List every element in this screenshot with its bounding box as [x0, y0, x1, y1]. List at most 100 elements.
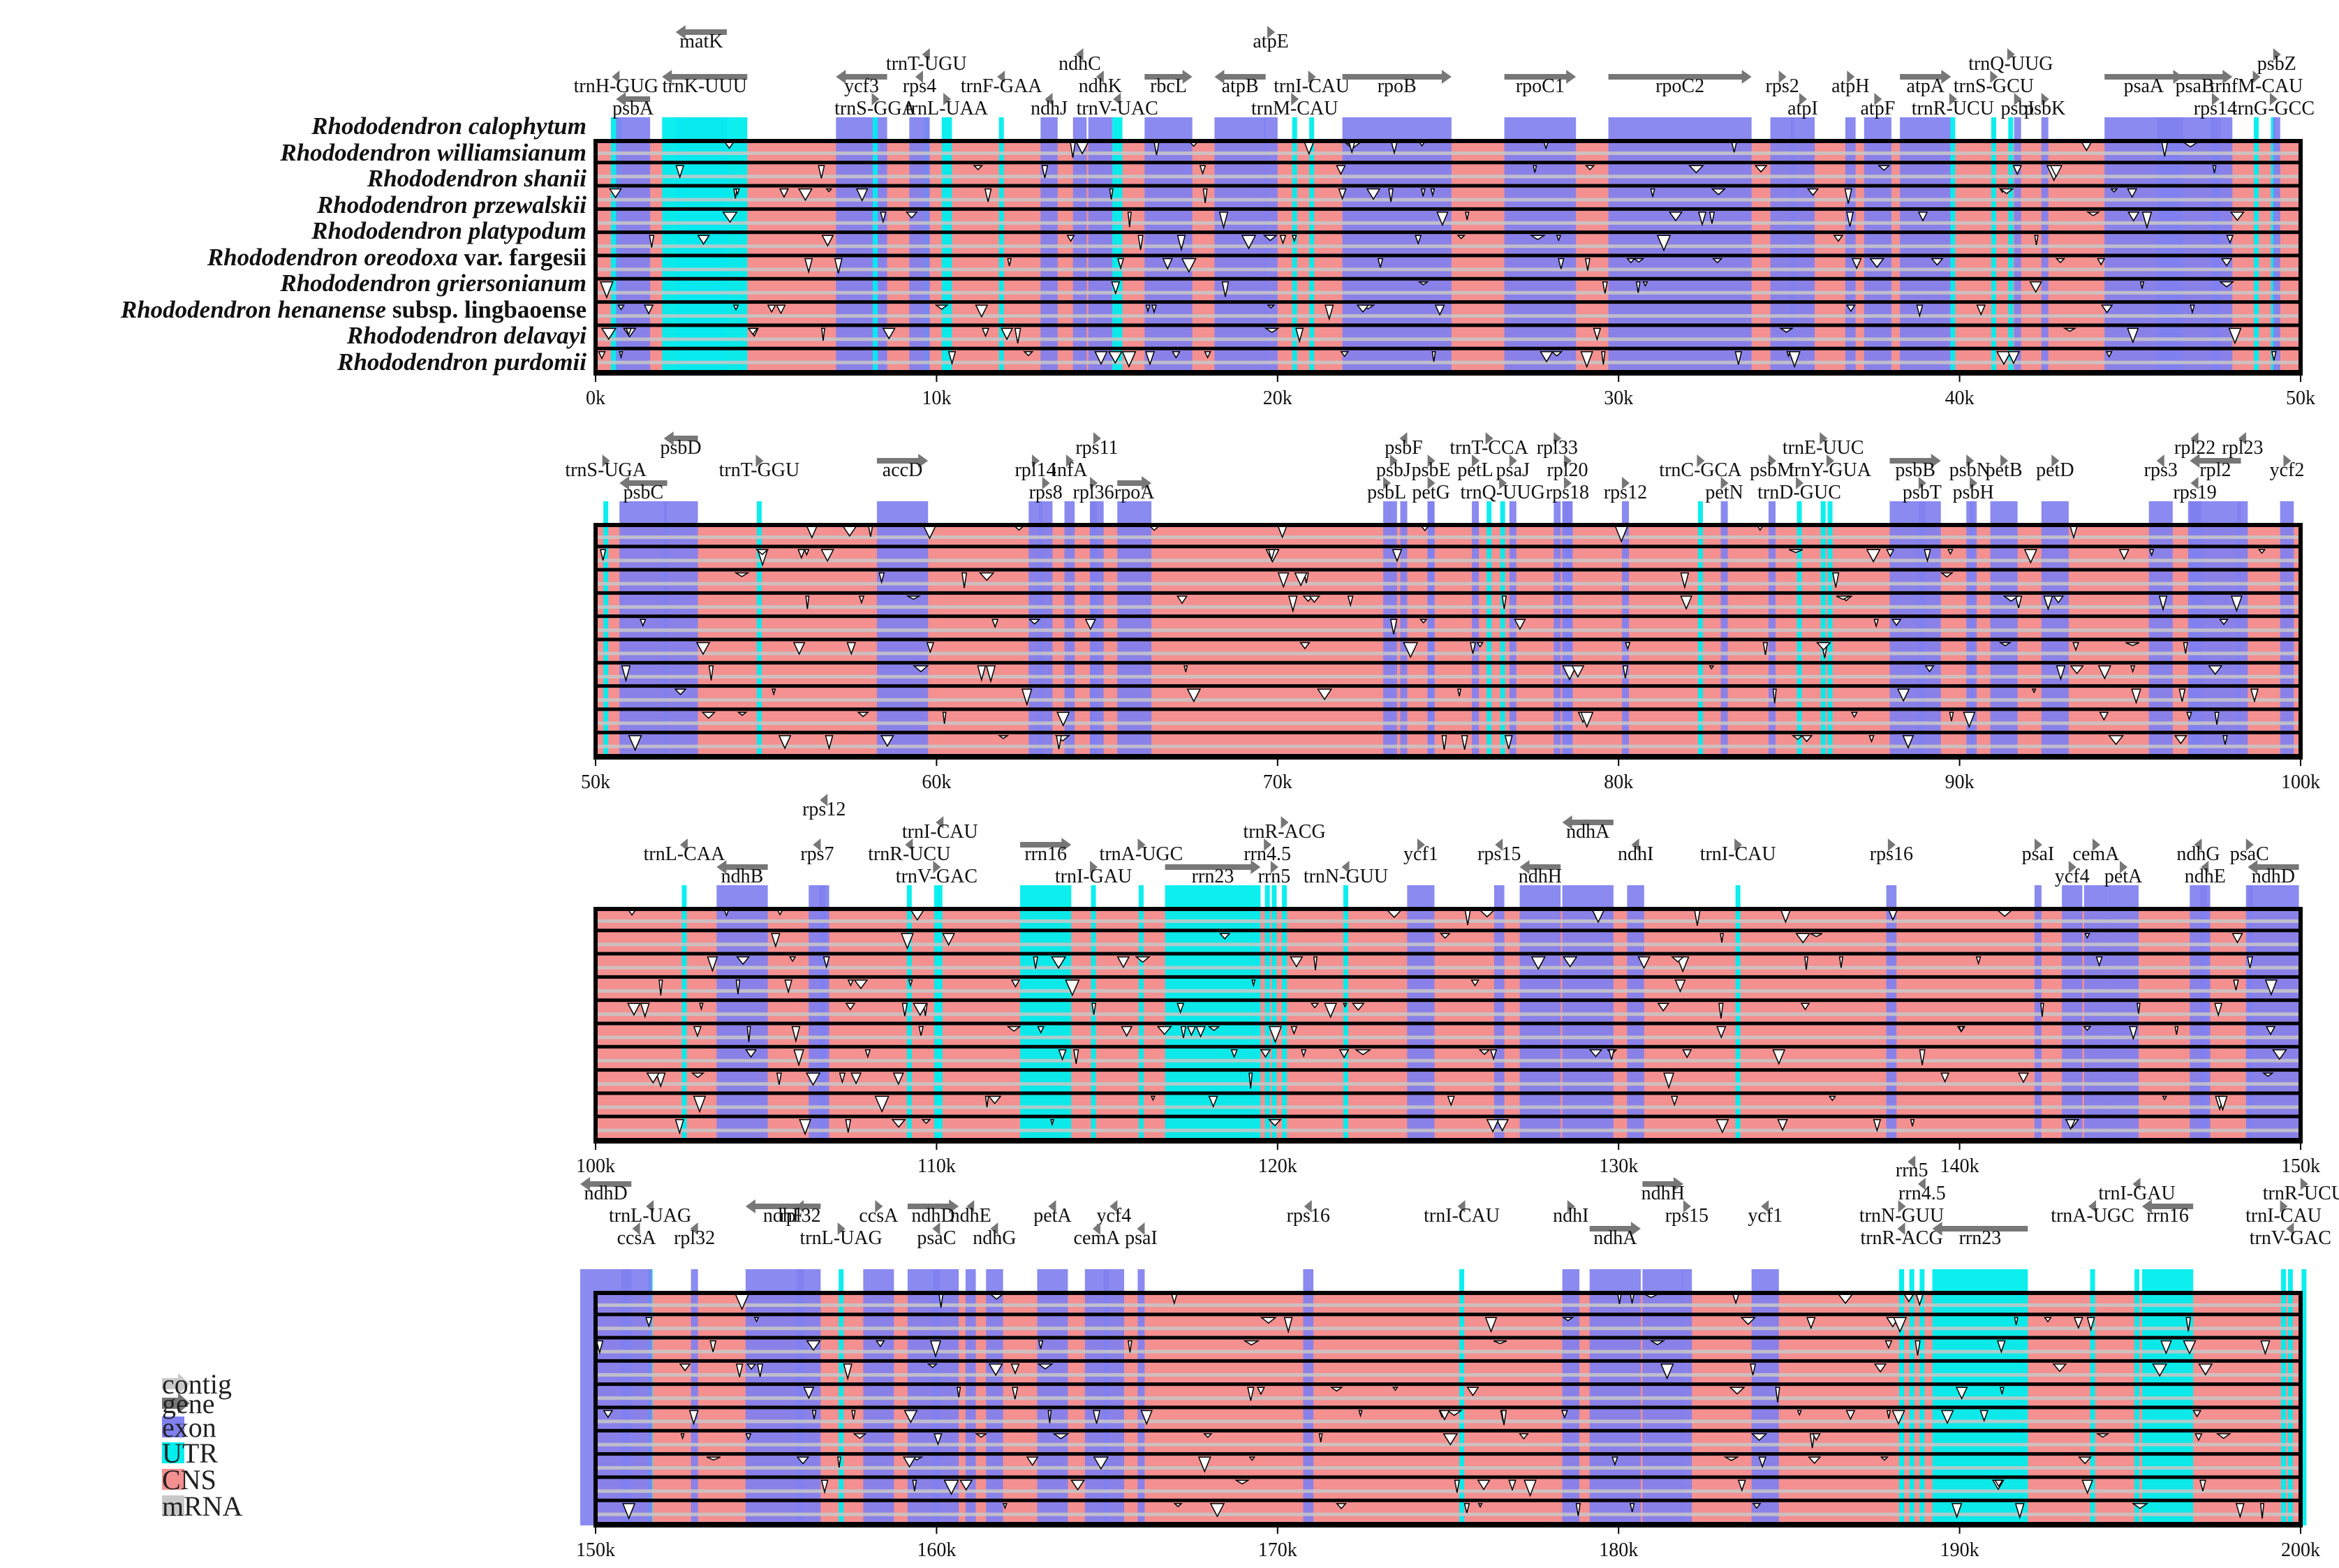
gene-label: psbK	[2024, 98, 2065, 119]
panel-frame	[593, 139, 2303, 376]
gene-arrow	[679, 838, 688, 851]
row-separator	[596, 1336, 2301, 1340]
divergence-dip	[912, 1479, 917, 1491]
gene-label: psbF	[1385, 437, 1422, 459]
gene-arrow	[2269, 93, 2278, 105]
divergence-dip	[1366, 188, 1381, 200]
gene-arrow	[1165, 860, 1261, 874]
divergence-dip	[2141, 212, 2153, 230]
divergence-dip	[735, 1363, 744, 1377]
divergence-dip	[1584, 258, 1591, 271]
divergence-dip	[1975, 956, 1982, 966]
gene-label: rpl14	[1014, 459, 1056, 481]
divergence-dip	[755, 549, 769, 556]
gene-arrow	[1608, 70, 1752, 84]
divergence-dip	[1277, 572, 1290, 589]
divergence-dip	[1519, 1433, 1529, 1440]
mrna-track	[596, 337, 2301, 341]
divergence-dip	[825, 734, 834, 751]
divergence-dip	[1716, 1026, 1727, 1039]
gene-arrow	[1949, 93, 1957, 105]
gene-arrow	[1589, 1222, 1641, 1236]
gene-label: ndhH	[1641, 1183, 1685, 1204]
row-separator	[596, 207, 2301, 211]
divergence-dip	[640, 1003, 650, 1019]
divergence-dip	[2174, 1026, 2179, 1035]
gene-label: trnI-CAU	[902, 821, 978, 843]
gene-arrow	[663, 431, 698, 445]
divergence-dip	[1171, 350, 1181, 359]
gene-arrow	[1898, 1200, 1906, 1213]
divergence-dip	[1846, 212, 1854, 227]
gene-arrow	[690, 1222, 698, 1235]
gene-arrow	[2283, 454, 2292, 467]
divergence-dip	[1135, 956, 1151, 963]
gene-arrow	[813, 838, 821, 851]
divergence-dip	[2222, 734, 2228, 745]
divergence-dip	[596, 1340, 604, 1355]
gene-arrow	[1631, 838, 1639, 851]
legend-CNS-swatch	[162, 1469, 184, 1490]
divergence-dip	[1430, 188, 1436, 198]
gene-arrow	[1562, 815, 1614, 829]
axis-tick-label: 100k	[2281, 771, 2320, 793]
divergence-dip	[1176, 1003, 1185, 1014]
divergence-dip	[836, 1456, 841, 1468]
gene-arrow	[1563, 477, 1572, 489]
divergence-dip	[1218, 212, 1229, 230]
divergence-dip	[772, 688, 776, 696]
row-separator	[596, 230, 2301, 235]
row-separator	[596, 568, 2301, 572]
divergence-dip	[732, 304, 739, 311]
gene-label: petL	[1457, 459, 1493, 481]
divergence-dip	[1815, 642, 1831, 651]
divergence-dip	[2226, 235, 2234, 244]
divergence-dip	[2014, 1317, 2019, 1326]
divergence-dip	[746, 1363, 757, 1370]
divergence-dip	[1267, 304, 1276, 309]
divergence-dip	[2097, 665, 2111, 680]
divergence-dip	[1601, 350, 1606, 365]
divergence-dip	[1176, 235, 1186, 252]
divergence-dip	[1801, 734, 1813, 743]
gene-label: rpoC2	[1655, 75, 1704, 97]
divergence-dip	[882, 327, 896, 340]
divergence-dip	[1456, 235, 1466, 239]
divergence-dip	[1336, 165, 1346, 176]
gene-label: ndhB	[721, 866, 764, 887]
gene-label: trnI-CAU	[1274, 75, 1350, 97]
divergence-dip	[1186, 1026, 1197, 1037]
gene-arrow	[662, 70, 748, 84]
gene-label: trnR-UCU	[2263, 1183, 2339, 1204]
divergence-dip	[1343, 1003, 1348, 1008]
divergence-dip	[1202, 188, 1208, 203]
divergence-dip	[2044, 1317, 2052, 1323]
divergence-dip	[757, 1363, 764, 1377]
gene-arrow	[755, 454, 764, 467]
gene-label: atpB	[1222, 75, 1259, 97]
divergence-dip	[1195, 1026, 1206, 1038]
divergence-dip	[691, 1072, 705, 1079]
divergence-dip	[735, 979, 741, 995]
gene-arrow	[1932, 1222, 2028, 1236]
gene-label: psaI	[1125, 1227, 1158, 1249]
row-separator	[596, 253, 2301, 258]
gene-label: atpE	[1253, 31, 1288, 52]
gene-arrow	[1908, 1155, 1916, 1168]
divergence-dip	[2043, 596, 2053, 611]
divergence-dip	[974, 1433, 988, 1438]
divergence-dip	[1186, 688, 1202, 703]
divergence-dip	[2230, 596, 2243, 613]
divergence-dip	[1910, 1118, 1915, 1127]
divergence-dip	[1791, 734, 1804, 740]
divergence-dip	[2190, 304, 2195, 315]
gene-arrow	[936, 816, 944, 829]
gene-label: trnF-GAA	[961, 75, 1042, 97]
divergence-dip	[1750, 1433, 1768, 1442]
divergence-dip	[978, 572, 995, 582]
gene-label: ndhA	[1593, 1227, 1637, 1249]
gene-arrow	[1796, 477, 1804, 489]
divergence-dip	[735, 188, 740, 196]
gene-arrow	[2190, 432, 2199, 445]
divergence-dip	[600, 327, 617, 341]
